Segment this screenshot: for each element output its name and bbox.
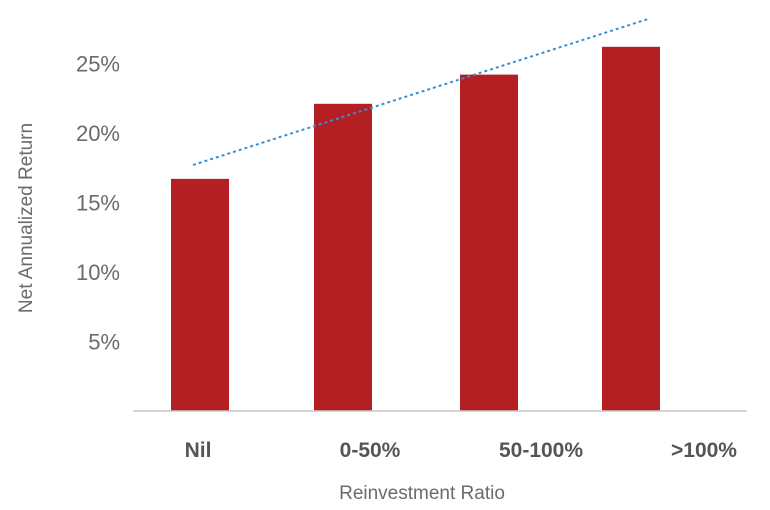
x-axis-title: Reinvestment Ratio — [339, 483, 505, 504]
y-tick-label-4: 25% — [76, 52, 120, 77]
trendline — [192, 18, 649, 166]
x-category-labels: Nil 0-50% 50-100% >100% — [185, 439, 738, 462]
x-category-label-0: Nil — [185, 439, 212, 462]
bar-0 — [171, 178, 229, 411]
bar-2 — [460, 74, 518, 412]
x-category-label-2: 50-100% — [499, 439, 583, 462]
bar-3 — [602, 46, 660, 411]
x-category-label-3: >100% — [671, 439, 737, 462]
bar-1 — [314, 103, 372, 411]
x-category-label-1: 0-50% — [340, 439, 401, 462]
y-tick-label-3: 20% — [76, 121, 120, 146]
y-axis-title: Net Annualized Return — [16, 123, 37, 313]
y-tick-label-2: 15% — [76, 191, 120, 216]
y-tick-label-0: 5% — [88, 330, 120, 355]
y-tick-label-1: 10% — [76, 260, 120, 285]
y-tick-labels: 5% 10% 15% 20% 25% — [76, 52, 120, 355]
bars-group — [171, 46, 660, 412]
